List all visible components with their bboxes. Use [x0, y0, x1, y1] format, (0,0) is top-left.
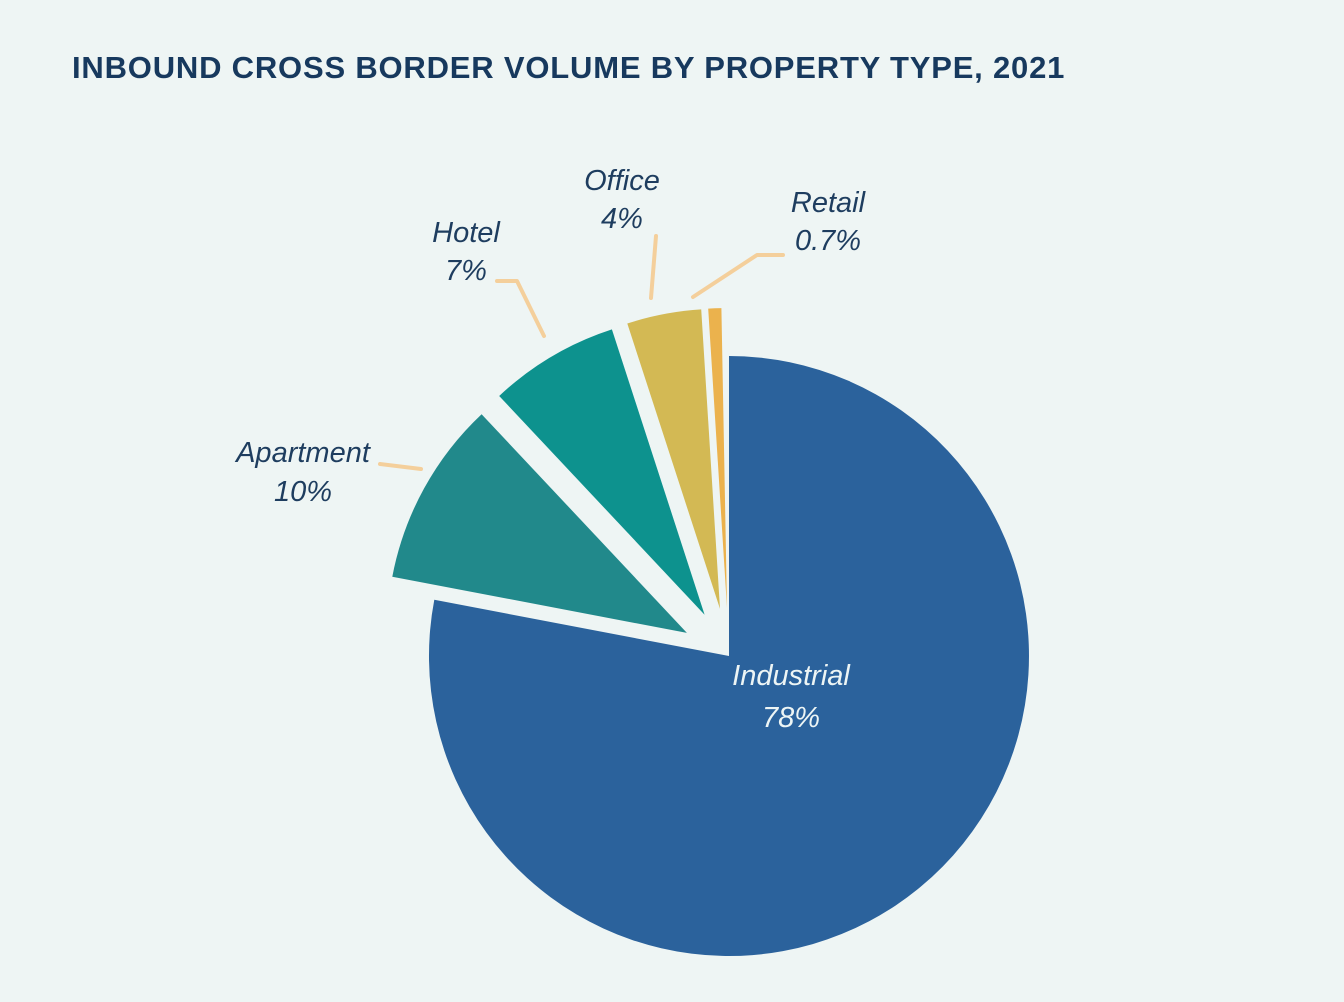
slice-label-office-value: 4% [601, 203, 643, 235]
slice-label-apartment-name: Apartment [234, 437, 372, 469]
pie-slice-industrial [428, 356, 1029, 956]
slice-label-office-name: Office [584, 165, 660, 197]
slice-label-hotel-name: Hotel [432, 217, 501, 249]
chart-title: INBOUND CROSS BORDER VOLUME BY PROPERTY … [72, 50, 1066, 85]
slice-label-hotel-value: 7% [445, 255, 487, 287]
leader-line-retail [691, 253, 785, 299]
slice-label-industrial-name: Industrial [732, 660, 851, 692]
leader-line-apartment [378, 462, 423, 471]
slice-label-apartment-value: 10% [274, 476, 332, 508]
slice-label-retail-value: 0.7% [795, 225, 861, 257]
pie-slice-office [627, 309, 720, 609]
pie-slice-apartment [392, 414, 687, 633]
slice-label-industrial-value: 78% [762, 702, 820, 734]
pie-slice-hotel [499, 329, 705, 615]
leader-line-office [649, 234, 658, 300]
slice-label-retail-name: Retail [791, 187, 867, 219]
pie-slice-retail [708, 308, 727, 608]
leader-line-hotel [495, 279, 546, 338]
